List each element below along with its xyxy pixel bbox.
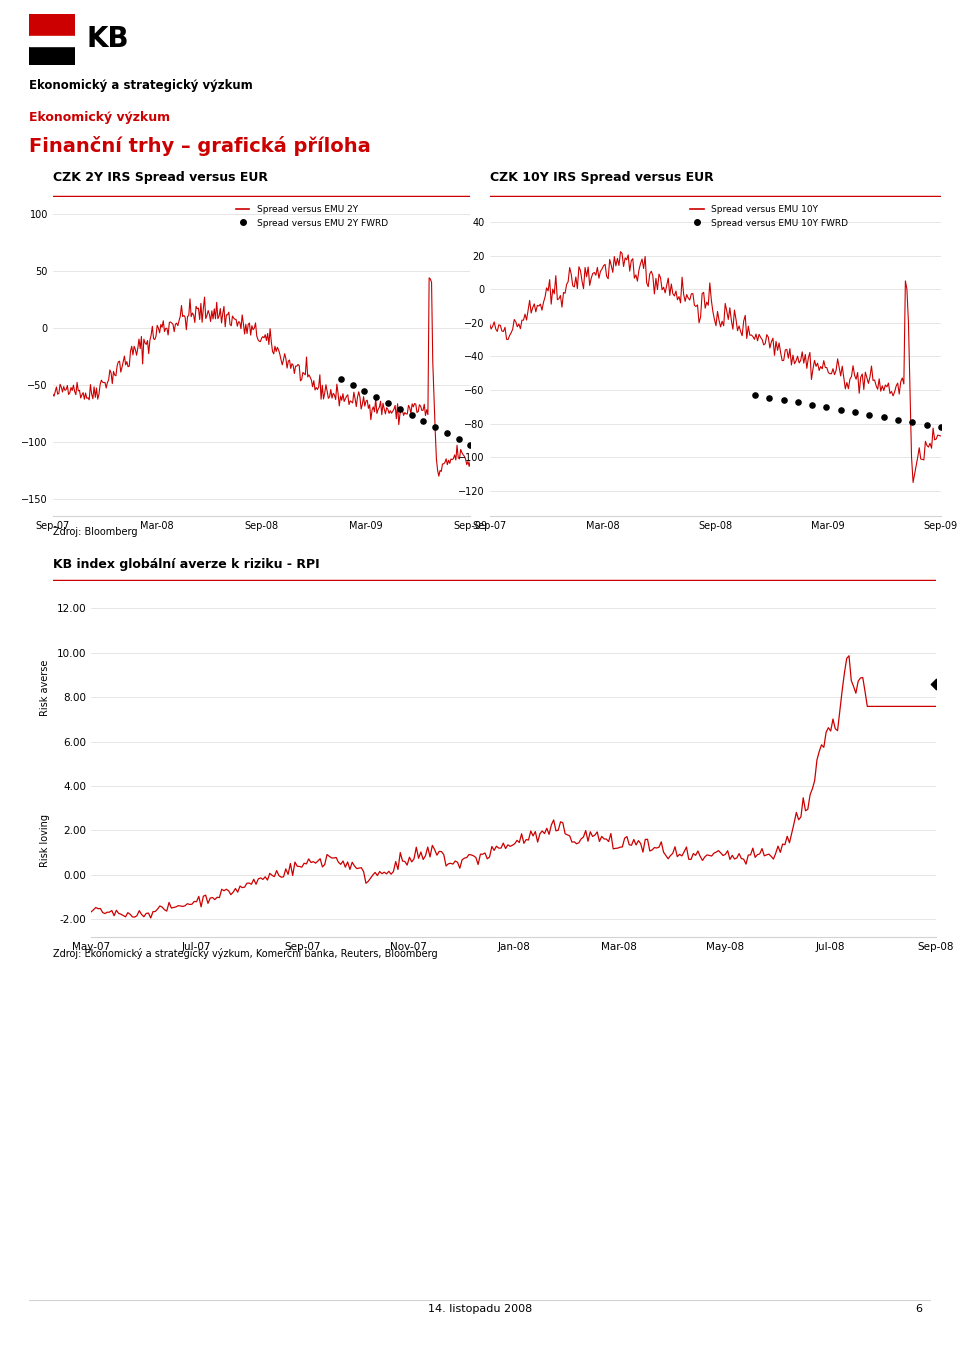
Point	[933, 416, 948, 437]
Point	[761, 387, 777, 409]
Point	[369, 387, 384, 409]
Point	[427, 417, 443, 439]
Text: KB: KB	[86, 26, 129, 53]
Text: 6: 6	[915, 1304, 923, 1315]
Point	[790, 391, 805, 413]
Point	[833, 399, 849, 421]
Text: CZK 10Y IRS Spread versus EUR: CZK 10Y IRS Spread versus EUR	[490, 171, 713, 185]
Point	[776, 390, 791, 411]
Text: Zdroj: Ekonomický a strategický výzkum, Komerční banka, Reuters, Bloomberg: Zdroj: Ekonomický a strategický výzkum, …	[53, 948, 438, 959]
Point	[876, 406, 891, 428]
Point	[380, 392, 396, 414]
Point	[862, 403, 877, 425]
Text: CZK 2Y IRS Spread versus EUR: CZK 2Y IRS Spread versus EUR	[53, 171, 268, 185]
Text: 14. listopadu 2008: 14. listopadu 2008	[428, 1304, 532, 1315]
Text: Ekonomický a strategický výzkum: Ekonomický a strategický výzkum	[29, 79, 252, 92]
Point	[439, 422, 454, 444]
Point	[345, 375, 360, 397]
Text: Zdroj: Bloomberg: Zdroj: Bloomberg	[53, 527, 137, 536]
Point	[747, 384, 762, 406]
Point	[819, 397, 834, 418]
Text: Risk averse: Risk averse	[39, 660, 50, 716]
Point	[919, 414, 934, 436]
Point	[451, 429, 467, 451]
Point	[357, 380, 372, 402]
Text: Finanční trhy – grafická příloha: Finanční trhy – grafická příloha	[29, 136, 371, 156]
Point	[904, 411, 920, 433]
Legend: Spread versus EMU 10Y, Spread versus EMU 10Y FWRD: Spread versus EMU 10Y, Spread versus EMU…	[686, 201, 852, 231]
Bar	[29, 14, 75, 39]
Point	[333, 368, 348, 390]
Point	[804, 394, 820, 416]
Point	[463, 435, 478, 456]
Legend: Spread versus EMU 2Y, Spread versus EMU 2Y FWRD: Spread versus EMU 2Y, Spread versus EMU …	[232, 201, 392, 231]
Point	[848, 402, 863, 424]
Point	[928, 674, 944, 695]
Bar	[29, 37, 75, 46]
Point	[404, 405, 420, 426]
Point	[392, 398, 407, 420]
Point	[416, 410, 431, 432]
Text: KB index globální averze k riziku - RPI: KB index globální averze k riziku - RPI	[53, 558, 320, 570]
Text: Ekonomický výzkum: Ekonomický výzkum	[29, 111, 170, 125]
Text: Risk loving: Risk loving	[39, 813, 50, 866]
Point	[890, 409, 905, 430]
